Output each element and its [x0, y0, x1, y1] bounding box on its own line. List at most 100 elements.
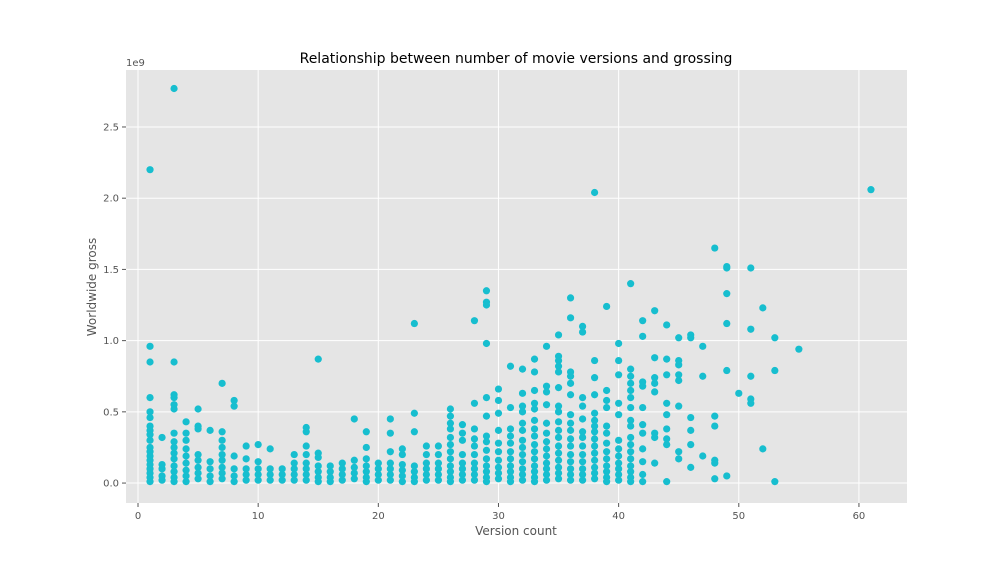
data-point: [566, 435, 575, 443]
data-point: [795, 345, 803, 353]
data-point: [218, 443, 226, 452]
data-point: [675, 376, 683, 385]
data-point: [554, 384, 563, 392]
data-point: [470, 435, 479, 443]
data-point: [542, 429, 551, 437]
data-point: [170, 358, 178, 366]
data-point: [578, 476, 587, 484]
data-point: [302, 442, 310, 450]
data-point: [663, 425, 671, 433]
data-point: [506, 478, 515, 486]
data-point: [422, 450, 430, 459]
data-point: [254, 465, 262, 473]
data-point: [627, 403, 635, 412]
data-point: [542, 465, 551, 473]
data-point: [554, 408, 563, 416]
data-point: [194, 425, 202, 433]
y-tick-label: 0.0: [103, 479, 119, 490]
data-point: [350, 463, 358, 471]
data-point: [314, 462, 322, 470]
data-point: [603, 462, 611, 470]
data-point: [326, 478, 334, 486]
data-point: [182, 429, 190, 437]
data-point: [518, 436, 527, 444]
data-point: [374, 465, 382, 473]
x-tick-label: 0: [135, 511, 141, 522]
data-point: [615, 436, 623, 444]
data-point: [554, 449, 563, 457]
data-point: [482, 462, 491, 470]
data-point: [170, 443, 178, 452]
data-point: [146, 413, 154, 422]
data-point: [446, 433, 455, 442]
data-point: [759, 445, 767, 453]
data-point: [651, 374, 659, 382]
data-point: [230, 402, 238, 410]
data-point: [206, 458, 214, 466]
data-point: [699, 372, 707, 380]
data-point: [194, 456, 202, 464]
data-point: [566, 458, 575, 466]
data-point: [254, 458, 262, 466]
data-point: [302, 465, 310, 473]
data-point: [218, 456, 226, 464]
data-point: [230, 452, 238, 460]
data-point: [194, 475, 202, 483]
data-point: [218, 428, 226, 436]
data-point: [627, 280, 635, 288]
x-tick-label: 50: [732, 511, 745, 522]
data-point: [687, 334, 695, 342]
data-point: [398, 472, 406, 480]
data-point: [458, 429, 467, 437]
data-point: [554, 442, 563, 450]
data-point: [675, 402, 683, 410]
data-point: [458, 459, 467, 467]
data-point: [182, 472, 190, 480]
data-point: [603, 468, 611, 476]
data-point: [146, 166, 154, 174]
data-point: [627, 448, 635, 456]
data-point: [639, 429, 647, 437]
data-point: [639, 478, 647, 486]
data-point: [771, 334, 779, 342]
data-point: [711, 412, 719, 420]
data-point: [278, 470, 286, 479]
data-point: [578, 433, 587, 442]
data-point: [566, 314, 575, 322]
data-point: [518, 426, 527, 434]
data-point: [627, 478, 635, 486]
data-point: [170, 405, 178, 413]
data-point: [410, 478, 418, 486]
data-point: [554, 356, 563, 365]
data-point: [350, 456, 358, 464]
data-point: [566, 411, 575, 419]
data-point: [242, 455, 250, 463]
data-point: [542, 438, 551, 446]
data-point: [494, 439, 503, 447]
data-point: [230, 396, 238, 405]
data-point: [482, 468, 491, 476]
data-point: [651, 433, 659, 442]
data-point: [699, 452, 707, 460]
data-point: [566, 442, 575, 450]
data-point: [651, 354, 659, 362]
chart-title: Relationship between number of movie ver…: [300, 51, 733, 67]
data-point: [723, 264, 731, 272]
data-point: [518, 389, 527, 397]
data-point: [603, 448, 611, 456]
data-point: [170, 478, 178, 486]
data-point: [663, 411, 671, 419]
data-point: [302, 428, 310, 436]
data-point: [242, 465, 250, 473]
x-tick-label: 60: [853, 511, 866, 522]
data-points: [146, 84, 875, 486]
data-point: [627, 416, 635, 424]
data-point: [386, 459, 394, 467]
data-point: [470, 399, 479, 407]
data-point: [482, 432, 491, 440]
data-point: [230, 465, 238, 473]
data-point: [759, 304, 767, 312]
data-point: [542, 401, 551, 409]
data-point: [578, 415, 587, 423]
data-point: [446, 405, 455, 413]
